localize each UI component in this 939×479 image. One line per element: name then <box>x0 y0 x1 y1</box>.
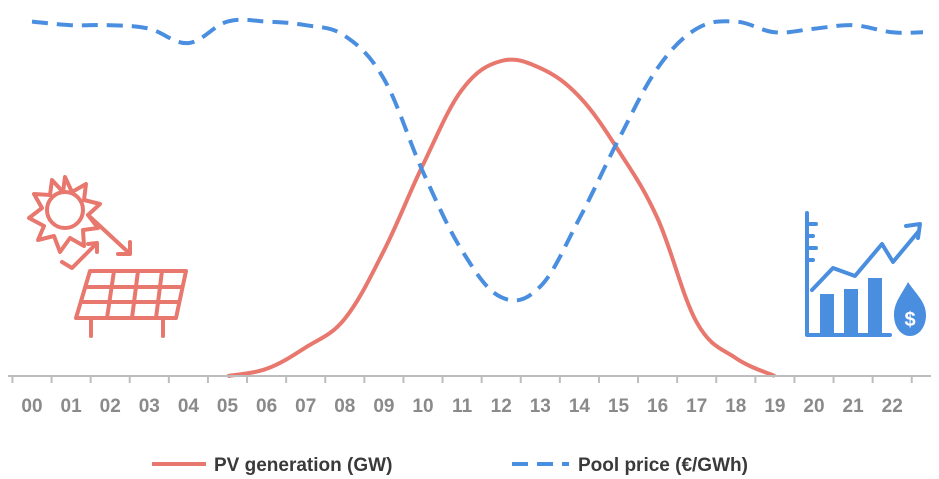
pv-generation-line <box>227 57 776 378</box>
x-tick-label: 07 <box>295 396 316 417</box>
x-tick-label: 21 <box>843 396 865 417</box>
legend-label-price: Pool price (€/GWh) <box>578 455 748 476</box>
x-tick-label: 20 <box>803 396 824 417</box>
svg-text:$: $ <box>904 309 915 331</box>
x-tick-label: 04 <box>178 396 200 417</box>
x-tick-label: 18 <box>725 396 746 417</box>
x-tick-label: 11 <box>452 396 473 417</box>
price-growth-icon: $ <box>805 211 926 337</box>
x-tick-label: 14 <box>569 396 591 417</box>
x-tick-label: 00 <box>21 396 42 417</box>
solar-panel-icon <box>27 175 188 338</box>
x-tick-label: 12 <box>491 396 512 417</box>
x-tick-label: 16 <box>647 396 668 417</box>
x-tick-label: 19 <box>764 396 785 417</box>
x-tick-label: 08 <box>334 396 355 417</box>
x-tick-label: 17 <box>686 396 707 417</box>
x-tick-label: 22 <box>882 396 903 417</box>
x-tick-label: 02 <box>100 396 121 417</box>
x-tick-label: 05 <box>217 396 239 417</box>
x-tick-label: 13 <box>530 396 551 417</box>
legend-label-pv: PV generation (GW) <box>214 455 392 476</box>
x-tick-label: 01 <box>61 396 83 417</box>
x-tick-label: 10 <box>412 396 433 417</box>
pool-price-line <box>31 17 924 303</box>
x-tick-label: 09 <box>373 396 394 417</box>
x-tick-label: 15 <box>608 396 630 417</box>
x-ticks: 00 01 02 03 04 05 06 07 08 09 10 11 12 13 14 15 16 17 18 19… <box>11 376 913 417</box>
x-tick-label: 06 <box>256 396 277 417</box>
legend: PV generation (GW) Pool price (€/GWh) <box>152 455 748 476</box>
x-tick-label: 03 <box>139 396 160 417</box>
plot-lines <box>31 17 924 378</box>
